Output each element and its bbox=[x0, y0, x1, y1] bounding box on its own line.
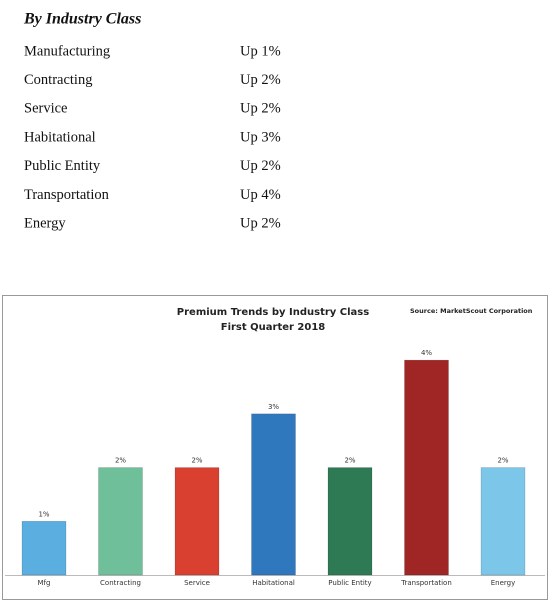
industry-name: Energy bbox=[24, 216, 66, 232]
chart-subtitle: First Quarter 2018 bbox=[221, 322, 326, 333]
chart-title: Premium Trends by Industry Class bbox=[177, 307, 369, 318]
bar bbox=[251, 413, 296, 576]
value-label: 2% bbox=[191, 457, 202, 465]
x-tick-label: Habitational bbox=[252, 579, 295, 587]
x-tick-label: Mfg bbox=[38, 579, 51, 587]
industry-change: Up 1% bbox=[240, 43, 281, 59]
bar bbox=[21, 521, 67, 576]
heading: By Industry Class bbox=[23, 11, 141, 28]
value-label: 4% bbox=[421, 349, 432, 357]
x-tick-label: Public Entity bbox=[328, 579, 371, 587]
industry-change: Up 3% bbox=[240, 129, 281, 145]
industry-name: Manufacturing bbox=[24, 43, 110, 59]
industry-change: Up 2% bbox=[240, 216, 281, 232]
industry-name: Habitational bbox=[24, 129, 96, 145]
industry-name: Transportation bbox=[24, 187, 110, 203]
industry-change: Up 2% bbox=[240, 101, 281, 117]
chart-source: Source: MarketScout Corporation bbox=[410, 307, 533, 315]
bar bbox=[327, 467, 373, 576]
bar bbox=[98, 467, 143, 576]
bar bbox=[174, 467, 220, 576]
bar bbox=[480, 467, 526, 576]
industry-change: Up 4% bbox=[240, 187, 281, 203]
industry-name: Public Entity bbox=[24, 158, 101, 174]
bar bbox=[404, 359, 449, 576]
x-tick-label: Service bbox=[184, 579, 210, 587]
industry-change: Up 2% bbox=[240, 158, 281, 174]
value-label: 1% bbox=[38, 510, 49, 518]
x-tick-label: Contracting bbox=[100, 579, 141, 587]
value-label: 3% bbox=[268, 403, 279, 411]
value-label: 2% bbox=[115, 457, 126, 465]
value-label: 2% bbox=[344, 457, 355, 465]
x-tick-label: Energy bbox=[491, 579, 516, 587]
industry-change: Up 2% bbox=[240, 72, 281, 88]
industry-name: Contracting bbox=[24, 72, 92, 88]
industry-name: Service bbox=[24, 101, 67, 117]
value-label: 2% bbox=[497, 457, 508, 465]
x-tick-label: Transportation bbox=[400, 579, 452, 587]
